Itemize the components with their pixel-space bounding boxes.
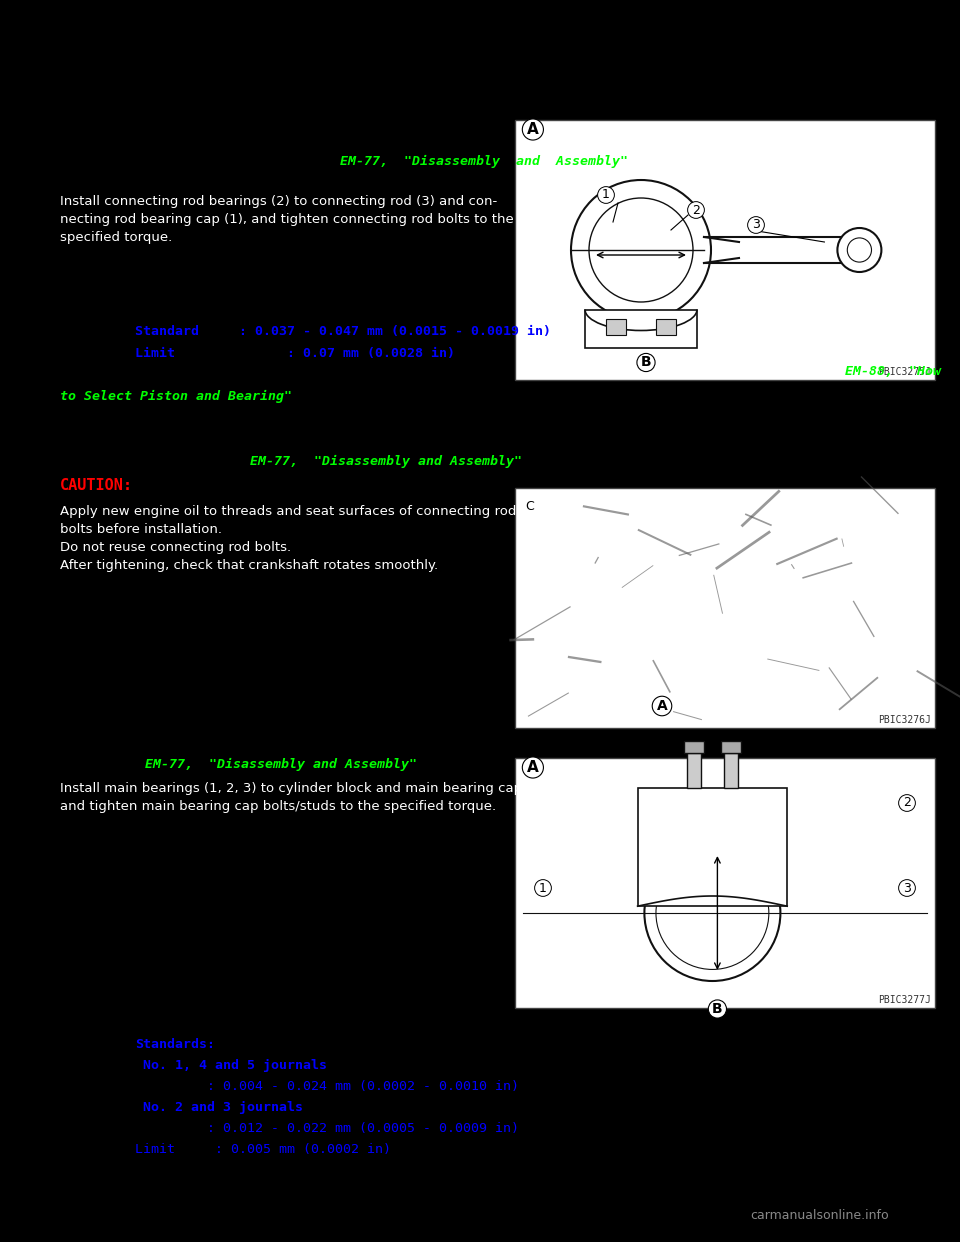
Text: Standard     : 0.037 - 0.047 mm (0.0015 - 0.0019 in): Standard : 0.037 - 0.047 mm (0.0015 - 0.…	[135, 325, 551, 338]
Bar	[684, 741, 704, 753]
Text: PBIC3277J: PBIC3277J	[878, 995, 931, 1005]
Text: EM-77,  "Disassembly and Assembly": EM-77, "Disassembly and Assembly"	[250, 455, 522, 468]
Text: specified torque.: specified torque.	[60, 231, 172, 243]
Text: Standards:: Standards:	[135, 1038, 215, 1051]
Text: : 0.012 - 0.022 mm (0.0005 - 0.0009 in): : 0.012 - 0.022 mm (0.0005 - 0.0009 in)	[135, 1122, 519, 1135]
Bar	[606, 319, 626, 335]
Text: After tightening, check that crankshaft rotates smoothly.: After tightening, check that crankshaft …	[60, 559, 438, 573]
Bar	[515, 758, 935, 1009]
Text: 1: 1	[540, 882, 547, 894]
Text: No. 1, 4 and 5 journals: No. 1, 4 and 5 journals	[135, 1059, 327, 1072]
Text: 3: 3	[903, 882, 911, 894]
Text: EM-88,  "How: EM-88, "How	[845, 365, 941, 378]
Text: 2: 2	[903, 796, 911, 810]
Bar	[721, 741, 741, 753]
Text: B: B	[712, 1002, 723, 1016]
Text: No. 2 and 3 journals: No. 2 and 3 journals	[135, 1100, 303, 1114]
Bar	[515, 488, 935, 728]
Text: C: C	[525, 501, 534, 513]
Text: 1: 1	[602, 189, 610, 201]
Text: A: A	[657, 699, 667, 713]
Bar	[585, 309, 697, 348]
Text: PBIC3276J: PBIC3276J	[878, 715, 931, 725]
Bar	[724, 753, 738, 787]
Text: CAUTION:: CAUTION:	[60, 478, 133, 493]
Bar	[515, 120, 935, 380]
Text: bolts before installation.: bolts before installation.	[60, 523, 222, 537]
Text: A: A	[527, 760, 539, 775]
Text: and tighten main bearing cap bolts/studs to the specified torque.: and tighten main bearing cap bolts/studs…	[60, 800, 496, 814]
Bar	[657, 319, 677, 335]
Bar	[686, 753, 701, 787]
Text: Install connecting rod bearings (2) to connecting rod (3) and con-: Install connecting rod bearings (2) to c…	[60, 195, 497, 207]
Text: Install main bearings (1, 2, 3) to cylinder block and main bearing cap,: Install main bearings (1, 2, 3) to cylin…	[60, 782, 526, 795]
Text: 3: 3	[752, 219, 760, 231]
Text: necting rod bearing cap (1), and tighten connecting rod bolts to the: necting rod bearing cap (1), and tighten…	[60, 212, 514, 226]
Text: 2: 2	[692, 204, 700, 216]
Text: A: A	[527, 122, 539, 137]
Text: EM-77,  "Disassembly and Assembly": EM-77, "Disassembly and Assembly"	[145, 758, 417, 771]
Text: PBIC3275J: PBIC3275J	[878, 366, 931, 378]
Text: B: B	[640, 355, 651, 370]
Text: EM-77,  "Disassembly  and  Assembly": EM-77, "Disassembly and Assembly"	[340, 155, 628, 168]
Text: carmanualsonline.info: carmanualsonline.info	[750, 1208, 889, 1222]
Text: to Select Piston and Bearing": to Select Piston and Bearing"	[60, 390, 292, 404]
Text: : 0.004 - 0.024 mm (0.0002 - 0.0010 in): : 0.004 - 0.024 mm (0.0002 - 0.0010 in)	[135, 1081, 519, 1093]
Text: Do not reuse connecting rod bolts.: Do not reuse connecting rod bolts.	[60, 542, 291, 554]
Bar	[637, 787, 787, 907]
Text: Apply new engine oil to threads and seat surfaces of connecting rod: Apply new engine oil to threads and seat…	[60, 505, 516, 518]
Text: Limit              : 0.07 mm (0.0028 in): Limit : 0.07 mm (0.0028 in)	[135, 347, 455, 360]
Text: Limit     : 0.005 mm (0.0002 in): Limit : 0.005 mm (0.0002 in)	[135, 1143, 391, 1156]
